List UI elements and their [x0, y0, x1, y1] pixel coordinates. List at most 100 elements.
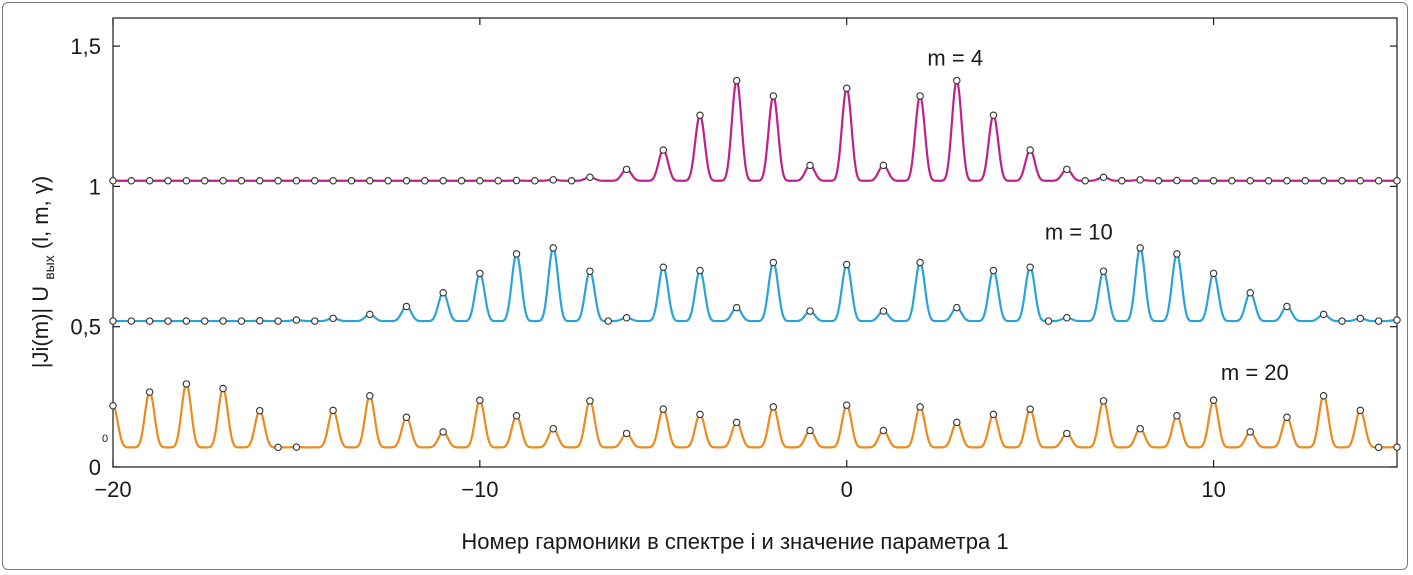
data-point-m10 [1319, 310, 1328, 319]
data-point-m4 [457, 177, 466, 185]
data-point-m20 [1099, 397, 1108, 405]
data-point-m4 [732, 76, 741, 85]
data-point-m10 [1026, 263, 1034, 271]
data-point-m20 [1246, 428, 1255, 436]
data-point-m4 [329, 177, 337, 185]
data-point-m4 [1209, 176, 1218, 185]
data-point-m20 [182, 380, 191, 388]
data-point-m10 [622, 313, 631, 322]
data-point-m10 [127, 317, 136, 325]
x-axis-title: Номер гармоники в спектре i и значение п… [461, 529, 1008, 554]
data-point-m4 [549, 176, 557, 184]
data-point-m4 [292, 177, 301, 185]
data-point-m10 [439, 288, 447, 297]
data-point-m10 [109, 317, 117, 325]
y-axis-title-part1: |Ji(m)| U [28, 286, 53, 368]
data-point-m4 [1356, 177, 1365, 185]
series-points [109, 76, 1401, 452]
data-point-m4 [1374, 177, 1383, 185]
data-point-m4 [1191, 177, 1199, 185]
data-point-m20 [806, 426, 814, 435]
data-point-m10 [1209, 269, 1218, 278]
data-point-m20 [1173, 412, 1181, 420]
data-point-m4 [494, 177, 502, 185]
series-label-m10: m = 10 [1045, 220, 1113, 245]
data-point-m4 [145, 177, 154, 185]
data-point-m20 [1393, 443, 1401, 451]
svg-text:|Ji(m)| U вых (l,: |Ji(m)| U вых (l, m, γ) [28, 176, 59, 368]
data-point-m10 [292, 316, 301, 324]
data-point-m4 [1283, 177, 1291, 185]
data-point-m20 [622, 429, 631, 438]
data-point-m10 [659, 263, 668, 271]
series-line-m4 [112, 79, 1398, 182]
data-point-m20 [109, 401, 117, 410]
data-point-m4 [182, 177, 191, 185]
data-point-m10 [237, 317, 246, 325]
data-point-m20 [586, 397, 594, 405]
data-point-m4 [1118, 177, 1126, 185]
data-point-m4 [1228, 177, 1236, 185]
data-point-m4 [769, 92, 778, 100]
y-tick-label: 1,5 [70, 34, 101, 59]
y-tick-label: 0,5 [70, 315, 101, 340]
data-point-m10 [989, 266, 998, 275]
plot-axes [112, 17, 1398, 468]
data-point-m20 [219, 384, 227, 393]
data-point-m4 [659, 146, 668, 154]
data-point-m10 [1136, 244, 1144, 252]
data-point-m20 [1283, 413, 1291, 422]
data-point-m4 [916, 92, 924, 100]
data-point-m20 [145, 388, 154, 396]
data-point-m4 [806, 161, 814, 170]
data-point-m20 [476, 396, 484, 405]
x-tick-label: −20 [94, 477, 131, 502]
data-point-m20 [1319, 392, 1328, 400]
data-point-m4 [1338, 177, 1346, 185]
data-point-m4 [402, 177, 411, 185]
data-point-m4 [476, 176, 484, 185]
series-label-m20: m = 20 [1221, 360, 1289, 385]
data-point-m4 [1026, 146, 1034, 154]
data-point-m20 [1356, 406, 1365, 415]
data-point-m20 [769, 403, 778, 411]
data-point-m10 [274, 317, 282, 325]
data-point-m4 [1099, 173, 1108, 181]
data-point-m10 [329, 314, 337, 323]
data-point-m20 [512, 412, 521, 420]
data-point-m4 [237, 177, 246, 185]
data-point-m4 [1301, 177, 1310, 185]
data-point-m10 [164, 317, 172, 325]
data-point-m10 [586, 267, 594, 275]
data-point-m20 [659, 405, 668, 413]
data-point-m4 [1393, 177, 1401, 185]
data-point-m10 [769, 258, 778, 267]
data-point-m4 [1136, 176, 1144, 184]
data-point-m10 [402, 302, 411, 311]
data-point-m4 [109, 177, 117, 185]
data-point-m10 [1063, 313, 1071, 322]
data-point-m4 [1246, 177, 1255, 185]
data-point-m10 [696, 266, 704, 275]
data-point-m10 [219, 317, 227, 325]
data-point-m10 [1393, 316, 1401, 324]
data-point-m10 [549, 244, 557, 252]
data-point-m4 [439, 177, 447, 185]
data-point-m10 [732, 303, 741, 312]
data-point-m20 [402, 413, 411, 422]
data-point-m10 [806, 307, 814, 315]
data-point-m20 [366, 392, 374, 400]
data-point-m10 [1099, 267, 1108, 275]
data-point-m4 [255, 177, 264, 185]
data-point-m4 [1063, 165, 1071, 174]
data-point-m20 [732, 418, 741, 427]
data-point-m4 [164, 177, 172, 185]
data-point-m4 [274, 177, 282, 185]
data-point-m20 [292, 443, 301, 451]
data-point-m4 [567, 177, 576, 185]
tick-labels: −20 −10 0 10 0 0,5 1 1,5 [70, 18, 1397, 502]
data-point-m4 [1154, 177, 1163, 185]
data-point-m4 [512, 176, 521, 185]
baseline-zero-marker: 0 [102, 433, 108, 445]
